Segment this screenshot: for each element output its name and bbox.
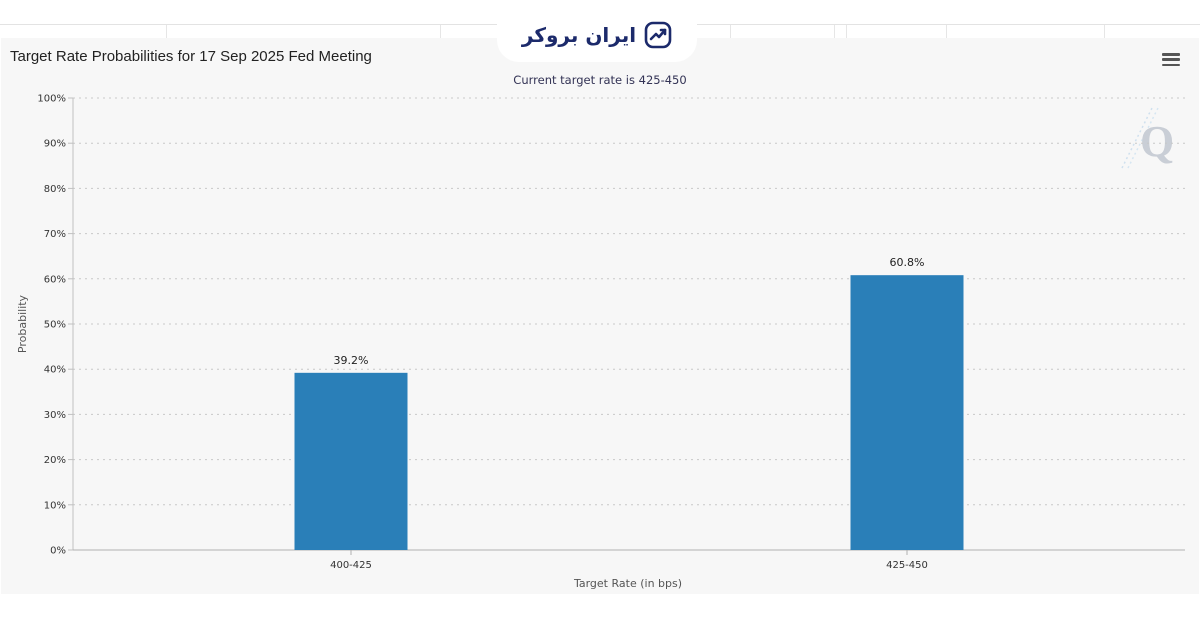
x-tick-label: 400-425 (330, 560, 372, 571)
y-tick-label: 40% (44, 365, 66, 376)
brand-logo[interactable]: ایران بروکر (497, 8, 697, 62)
y-tick-label: 0% (50, 546, 66, 557)
bar-400-425 (294, 372, 408, 550)
y-tick-label: 60% (44, 274, 66, 285)
x-axis-title: Target Rate (in bps) (573, 577, 682, 590)
brand-name: ایران بروکر (521, 23, 637, 47)
y-tick-label: 30% (44, 410, 66, 421)
y-axis-title: Probability (16, 294, 29, 353)
chart-panel (1, 38, 1199, 594)
y-tick-label: 80% (44, 184, 66, 195)
y-tick-label: 10% (44, 500, 66, 511)
x-tick-label: 425-450 (886, 560, 928, 571)
y-tick-label: 50% (44, 320, 66, 331)
hamburger-menu-icon[interactable] (1162, 53, 1180, 69)
trend-up-icon (644, 21, 672, 49)
bar-425-450 (850, 275, 964, 550)
y-tick-label: 70% (44, 229, 66, 240)
y-tick-label: 20% (44, 455, 66, 466)
y-tick-label: 90% (44, 139, 66, 150)
chart-subtitle: Current target rate is 425-450 (513, 73, 687, 87)
chart-title: Target Rate Probabilities for 17 Sep 202… (10, 48, 372, 65)
svg-text:Q: Q (1140, 117, 1174, 166)
y-tick-label: 100% (37, 94, 66, 105)
bar-data-label: 60.8% (890, 256, 925, 269)
bar-data-label: 39.2% (334, 354, 369, 367)
q-logo-icon: Q (1121, 107, 1174, 169)
